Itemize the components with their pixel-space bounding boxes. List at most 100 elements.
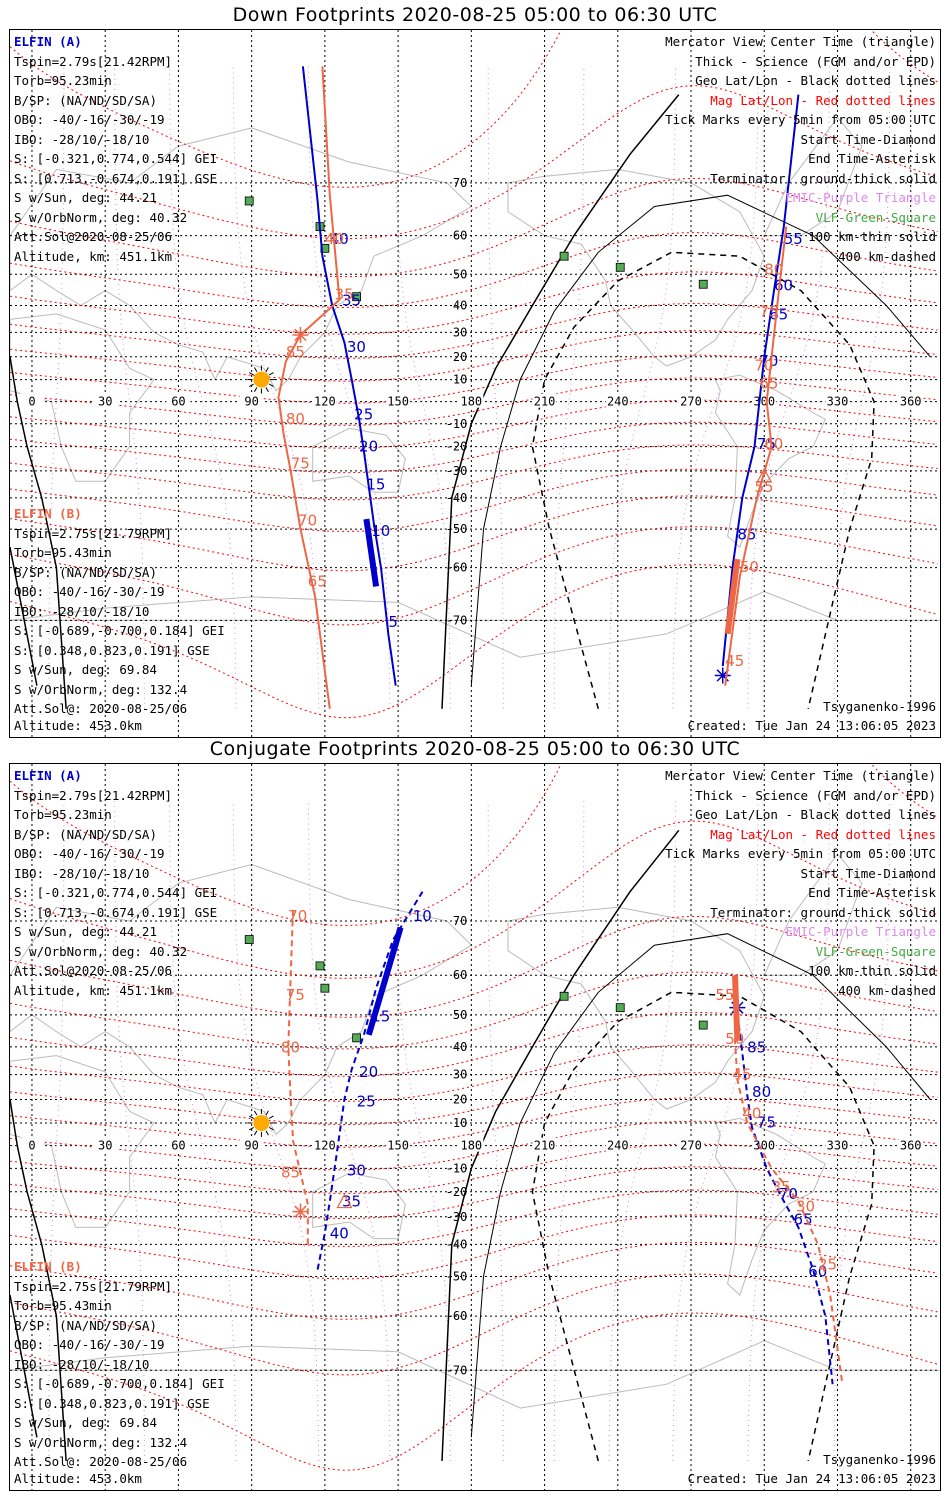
vlf-site-marker — [559, 991, 569, 1001]
mag-lon-7 — [553, 801, 585, 1462]
track-time-label: 75 — [757, 1114, 776, 1132]
vlf-site-marker — [615, 262, 625, 272]
mag-lat-70 — [10, 820, 938, 979]
science-segment-1 — [724, 558, 741, 635]
elfin-a-info-line: OBO: -40/-16/-30/-19 — [14, 112, 165, 127]
track-time-label: 10 — [413, 907, 432, 925]
elfin-a-info-line: OBO: -40/-16/-30/-19 — [14, 846, 165, 861]
lat-tick-label: -40 — [446, 491, 468, 505]
elfin-b-info-line: Torb=95.43min — [14, 545, 112, 560]
vlf-site-marker — [244, 935, 254, 944]
sun-ray — [265, 1130, 269, 1136]
lon-tick-label: 270 — [680, 1139, 702, 1153]
lat-tick-label: 30 — [453, 1068, 467, 1082]
lat-tick-label: -20 — [446, 440, 468, 454]
lon-tick-bg — [605, 393, 630, 408]
track-time-label: 75 — [759, 303, 778, 321]
mag-lat--40 — [10, 468, 938, 532]
lat-tick-label: 50 — [453, 267, 467, 281]
lat-tick-label: 60 — [453, 968, 467, 982]
lon-tick-bg — [679, 1137, 704, 1152]
elfin-b-altitude: Altitude: 453.0km — [14, 1471, 142, 1486]
track-time-label: 75 — [286, 986, 305, 1004]
mag-lat--20 — [10, 421, 938, 474]
lon-tick-label: 90 — [244, 1139, 258, 1153]
mag-lat-60 — [10, 177, 938, 278]
lon-tick-bg — [386, 1137, 411, 1152]
lat-tick-label: 70 — [453, 914, 467, 928]
terminator-100km — [470, 194, 931, 686]
elfin-b-info-line: IBO: -28/10/-18/10 — [14, 603, 150, 619]
mag-lon-4 — [307, 801, 391, 1462]
mag-lat-80 — [10, 764, 938, 927]
mag-lon-4 — [307, 66, 391, 709]
elfin-b-info-line: S w/Sun, deg: 69.84 — [14, 662, 157, 677]
track-time-label: 55 — [784, 230, 803, 248]
legend-entry: Tick Marks every 5min from 05:00 UTC — [665, 112, 936, 127]
lat-tick-label: -20 — [446, 1185, 468, 1199]
elfin-a-info-line: Torb=95.23min — [14, 807, 112, 822]
lon-tick-label: 30 — [98, 1139, 112, 1153]
legend-entry: Geo Lat/Lon - Black dotted lines — [695, 73, 936, 88]
elfin-a-info-line: Tspin=2.79s[21.42RPM] — [14, 53, 173, 69]
vlf-site-marker — [615, 1003, 625, 1013]
lon-tick-label: 120 — [314, 395, 336, 409]
legend-entry: Start Time-Diamond — [800, 865, 936, 881]
terminator-ground-left — [10, 1099, 67, 1462]
down-footprint-map: 0 30 60 90 120 150 180 210 240 270 300 330 360 70 60 50… — [9, 29, 941, 738]
elfin-b-info-line: S: [-0.689,-0.700,0.184] GEI — [14, 623, 225, 638]
elfin-a-info-line: S: [-0.321,0.774,0.544] GEI — [14, 151, 218, 166]
mag-lat--20 — [10, 1166, 938, 1219]
sun-icon — [253, 371, 270, 388]
legend: Mercator View Center Time (triangle) Thic… — [665, 766, 936, 1000]
elfin-a-info-line: Altitude, km: 451.1km — [14, 248, 173, 264]
elfin-b-info-line: Tspin=2.75s[21.79RPM] — [14, 525, 173, 541]
lon-tick-label: 330 — [827, 1139, 849, 1153]
lat-tick-label: -60 — [446, 561, 468, 575]
track-time-label: 80 — [764, 260, 783, 278]
asterisk-marker — [294, 1205, 307, 1218]
legend-entry: Terminator: ground-thick solid — [710, 904, 936, 920]
lat-tick-label: 40 — [453, 1040, 467, 1054]
track-time-label: 15 — [371, 1008, 390, 1026]
elfin-b-info-line: S: [-0.689,-0.700,0.184] GEI — [14, 1376, 225, 1391]
lon-tick-label: 240 — [607, 395, 629, 409]
elfin-b-info-line: Att.Sol@: 2020-08-25/06 — [14, 701, 188, 716]
conjugate-panel-title: Conjugate Footprints 2020-08-25 05:00 to… — [209, 738, 741, 760]
lon-tick-bg — [825, 1137, 850, 1152]
track-dashed-0 — [316, 891, 424, 1270]
legend-entry: Tick Marks every 5min from 05:00 UTC — [665, 846, 936, 861]
elfin-a-info: ELFIN (A) Tspin=2.79s[21.42RPM] Torb=95.23… — [14, 32, 217, 266]
coastline-0 — [10, 863, 473, 1136]
vlf-site-marker — [559, 251, 569, 261]
view-center-triangle — [336, 1193, 353, 1209]
elfin-b-info-line: B/SP: (NA/ND/SD/SA) — [14, 564, 157, 580]
lon-tick-label: 330 — [827, 395, 849, 409]
mag-lat-70 — [10, 85, 938, 240]
lon-tick-label: 30 — [98, 395, 112, 409]
coastline-4 — [714, 374, 826, 549]
lat-tick-label: -60 — [446, 1309, 468, 1323]
lat-tick-label: -40 — [446, 1237, 468, 1251]
lon-tick-bg — [532, 1137, 557, 1152]
track-time-label: 65 — [769, 305, 788, 323]
sun-ray — [265, 387, 269, 392]
vlf-site-marker — [315, 961, 325, 971]
track-time-label: 70 — [288, 907, 307, 925]
mag-lon-1 — [114, 801, 145, 1462]
track-time-label: 70 — [779, 1185, 798, 1203]
track-time-label: 25 — [818, 1256, 837, 1274]
sun-ray — [253, 387, 258, 392]
track-time-label: 25 — [357, 1093, 376, 1111]
lat-tick-label: 10 — [453, 1116, 467, 1130]
mag-lon-6 — [487, 801, 504, 1462]
track-time-label: 20 — [359, 437, 378, 455]
sun-ray — [249, 372, 254, 376]
sun-ray — [268, 383, 274, 387]
lon-tick-bg — [166, 393, 191, 408]
track-time-label: 35 — [335, 286, 354, 304]
track-time-label: 40 — [742, 1104, 761, 1122]
track-time-label: 70 — [298, 512, 317, 530]
lon-tick-bg — [752, 1137, 777, 1152]
conjugate-footprint-map: 0 30 60 90 120 150 180 210 240 270 300 330 360 70 60 50… — [9, 763, 941, 1491]
